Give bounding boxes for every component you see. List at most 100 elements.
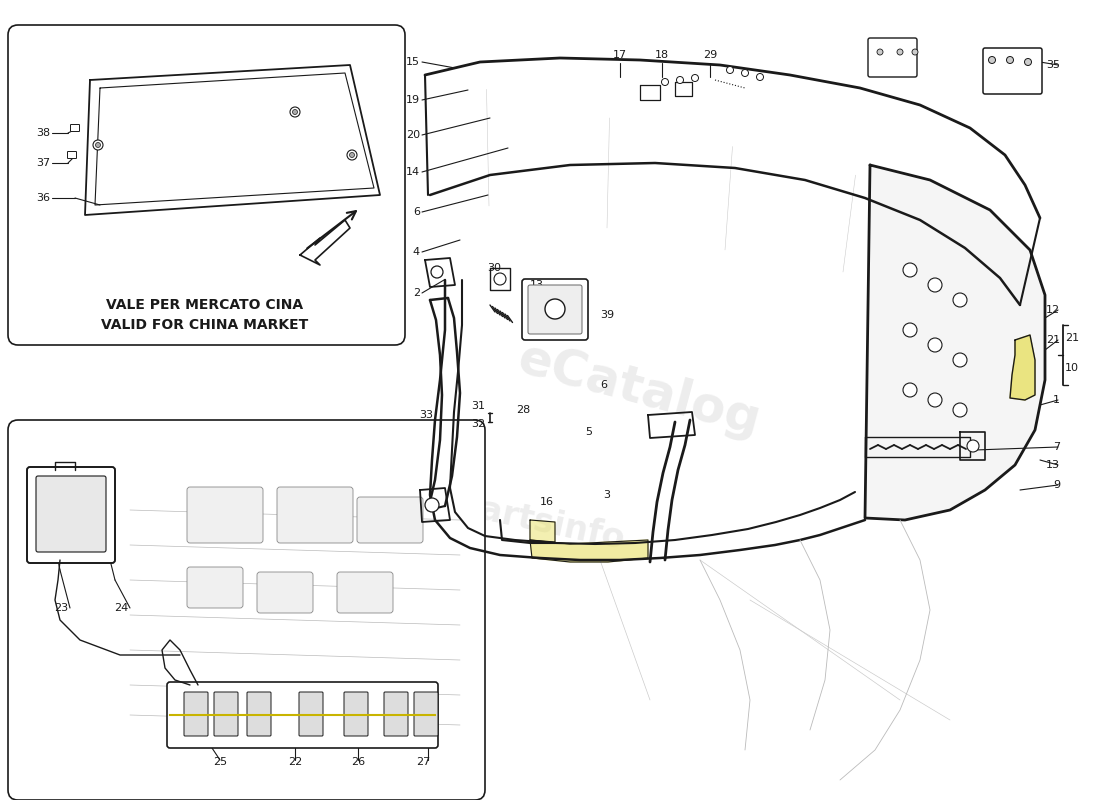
Text: 2: 2 [412, 288, 420, 298]
FancyBboxPatch shape [184, 692, 208, 736]
Text: 25: 25 [213, 757, 227, 767]
Circle shape [928, 278, 942, 292]
Circle shape [741, 70, 748, 77]
Text: 14: 14 [406, 167, 420, 177]
Circle shape [1006, 57, 1013, 63]
Circle shape [350, 153, 354, 158]
FancyBboxPatch shape [214, 692, 238, 736]
Text: 6: 6 [412, 207, 420, 217]
Circle shape [544, 299, 565, 319]
Circle shape [757, 74, 763, 81]
Text: 21: 21 [1065, 333, 1079, 343]
FancyBboxPatch shape [414, 692, 438, 736]
Circle shape [877, 49, 883, 55]
FancyBboxPatch shape [70, 125, 79, 131]
Text: 33: 33 [419, 410, 433, 420]
Circle shape [989, 57, 996, 63]
Circle shape [661, 78, 669, 86]
Circle shape [953, 353, 967, 367]
Text: 37: 37 [36, 158, 50, 168]
FancyBboxPatch shape [187, 567, 243, 608]
Text: 10: 10 [1065, 363, 1079, 373]
FancyBboxPatch shape [344, 692, 369, 736]
Circle shape [928, 338, 942, 352]
Circle shape [1024, 58, 1032, 66]
Text: epartsinfo: epartsinfo [432, 484, 628, 556]
FancyBboxPatch shape [277, 487, 353, 543]
Text: 36: 36 [36, 193, 50, 203]
FancyBboxPatch shape [36, 476, 106, 552]
Text: 38: 38 [36, 128, 50, 138]
Text: 6: 6 [600, 380, 607, 390]
Circle shape [967, 440, 979, 452]
Circle shape [903, 263, 917, 277]
FancyBboxPatch shape [528, 285, 582, 334]
Circle shape [431, 266, 443, 278]
Circle shape [953, 403, 967, 417]
Text: 30: 30 [487, 263, 500, 273]
Text: eCatalog: eCatalog [514, 334, 767, 446]
Text: 32: 32 [471, 419, 485, 429]
FancyBboxPatch shape [358, 497, 424, 543]
Polygon shape [530, 520, 556, 542]
Text: 17: 17 [613, 50, 627, 60]
Text: 21: 21 [1046, 335, 1060, 345]
FancyBboxPatch shape [67, 151, 77, 158]
Text: 23: 23 [54, 603, 68, 613]
Circle shape [96, 142, 100, 147]
Polygon shape [1010, 335, 1035, 400]
Circle shape [726, 66, 734, 74]
Polygon shape [300, 220, 350, 265]
Circle shape [903, 383, 917, 397]
Text: VALID FOR CHINA MARKET: VALID FOR CHINA MARKET [101, 318, 309, 332]
Text: 13: 13 [530, 280, 544, 290]
Text: 31: 31 [471, 401, 485, 411]
FancyBboxPatch shape [187, 487, 263, 543]
FancyBboxPatch shape [8, 420, 485, 800]
FancyBboxPatch shape [384, 692, 408, 736]
Text: 18: 18 [654, 50, 669, 60]
Text: 22: 22 [288, 757, 302, 767]
FancyBboxPatch shape [248, 692, 271, 736]
Circle shape [928, 393, 942, 407]
FancyBboxPatch shape [522, 279, 588, 340]
FancyBboxPatch shape [299, 692, 323, 736]
Text: 4: 4 [412, 247, 420, 257]
Polygon shape [530, 540, 648, 562]
Text: 12: 12 [1046, 305, 1060, 315]
Circle shape [912, 49, 918, 55]
FancyBboxPatch shape [257, 572, 314, 613]
Circle shape [676, 77, 683, 83]
FancyBboxPatch shape [868, 38, 917, 77]
Text: 3: 3 [603, 490, 611, 500]
Circle shape [293, 110, 297, 114]
Text: VALE PER MERCATO CINA: VALE PER MERCATO CINA [107, 298, 304, 312]
Text: 16: 16 [540, 497, 554, 507]
FancyBboxPatch shape [983, 48, 1042, 94]
Text: 20: 20 [406, 130, 420, 140]
Text: 26: 26 [351, 757, 365, 767]
Text: 15: 15 [406, 57, 420, 67]
Polygon shape [865, 165, 1045, 520]
Circle shape [494, 273, 506, 285]
Text: 39: 39 [600, 310, 614, 320]
Circle shape [896, 49, 903, 55]
Circle shape [346, 150, 358, 160]
Text: 5: 5 [585, 427, 592, 437]
Circle shape [692, 74, 698, 82]
Circle shape [290, 107, 300, 117]
Text: 13: 13 [1046, 460, 1060, 470]
Text: 29: 29 [703, 50, 717, 60]
Circle shape [953, 293, 967, 307]
Circle shape [903, 323, 917, 337]
Text: 1: 1 [1053, 395, 1060, 405]
FancyBboxPatch shape [28, 467, 115, 563]
Text: 9: 9 [1053, 480, 1060, 490]
Text: 24: 24 [113, 603, 128, 613]
FancyBboxPatch shape [167, 682, 438, 748]
FancyBboxPatch shape [8, 25, 405, 345]
Circle shape [94, 140, 103, 150]
Circle shape [425, 498, 439, 512]
Text: 27: 27 [416, 757, 430, 767]
Text: 19: 19 [406, 95, 420, 105]
